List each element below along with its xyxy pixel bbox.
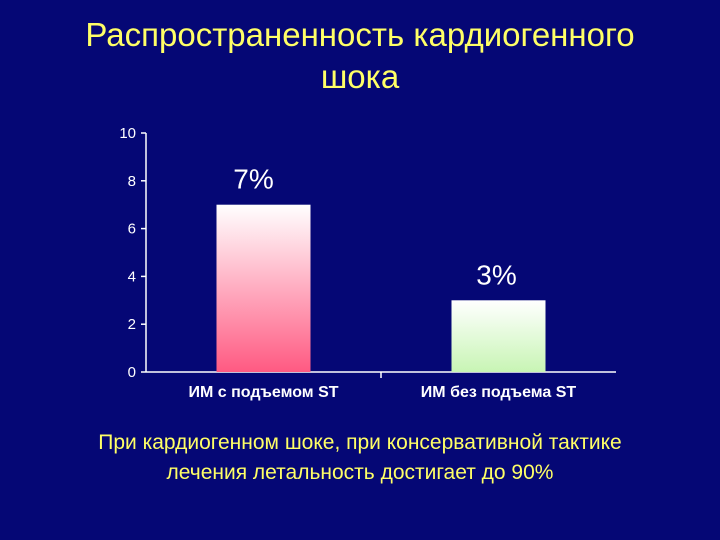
x-tick-label: ИМ с подъемом ST: [188, 384, 338, 401]
title-line-1: Распространенность кардиогенного: [85, 16, 635, 53]
y-tick-label: 2: [128, 316, 136, 333]
y-tick-label: 8: [128, 173, 136, 190]
y-tick-label: 4: [128, 268, 136, 285]
slide-title: Распространенность кардиогенного шока: [0, 14, 720, 98]
data-label: 7%: [233, 164, 273, 195]
y-tick-label: 0: [128, 364, 136, 381]
slide-caption: При кардиогенном шоке, при консервативно…: [0, 428, 720, 488]
caption-line-2: лечения летальность достигает до 90%: [166, 461, 554, 484]
y-tick-label: 6: [128, 221, 136, 238]
y-tick-label: 10: [119, 125, 136, 142]
title-line-2: шока: [320, 58, 400, 95]
x-tick-label: ИМ без подъема ST: [421, 384, 577, 401]
bar: [451, 300, 546, 372]
bar: [216, 204, 311, 372]
caption-line-1: При кардиогенном шоке, при консервативно…: [98, 431, 622, 454]
data-label: 3%: [476, 259, 516, 290]
